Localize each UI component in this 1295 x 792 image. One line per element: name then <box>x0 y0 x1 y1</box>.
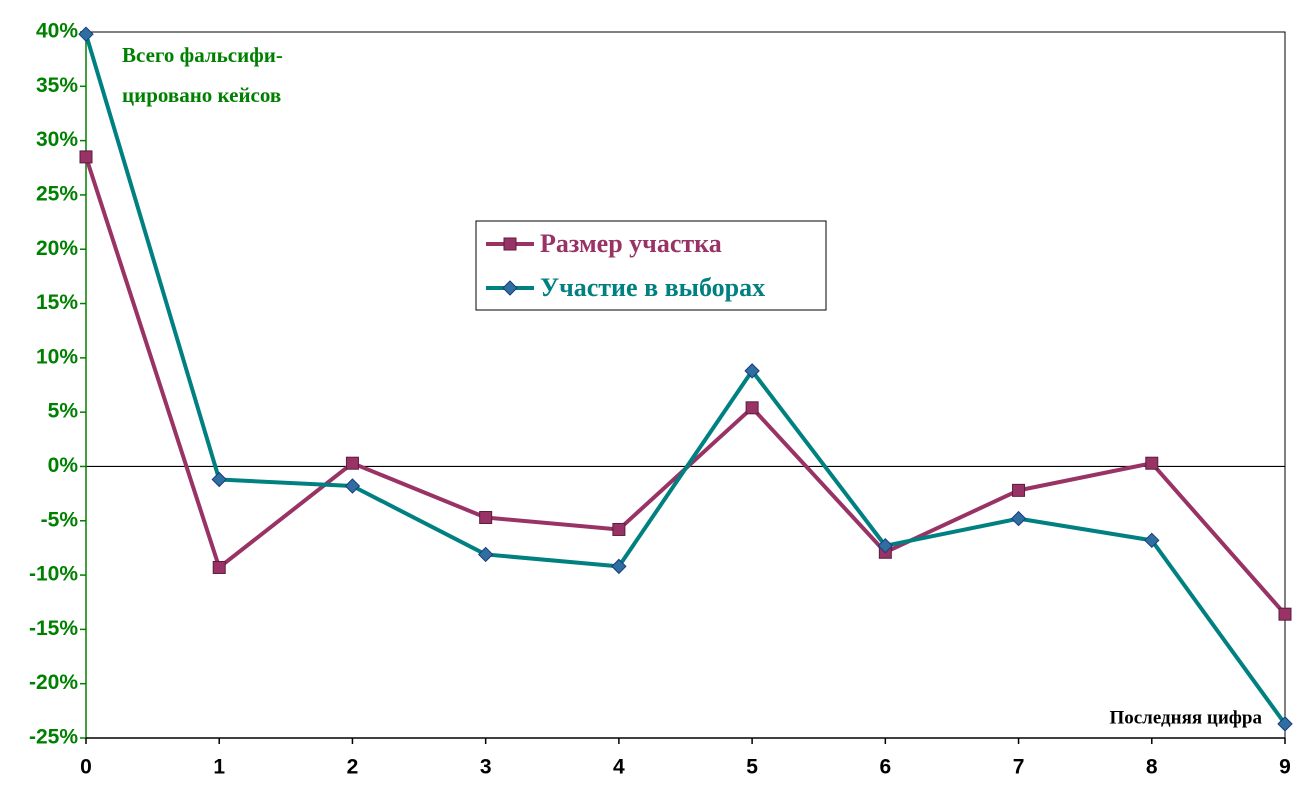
legend-marker <box>502 280 518 296</box>
data-point <box>611 558 627 575</box>
data-point <box>1278 607 1292 621</box>
x-tick-label: 5 <box>746 756 758 779</box>
data-point <box>78 26 94 42</box>
y-tick-label: 20% <box>36 237 78 260</box>
x-axis-label: Последняя цифра <box>1109 707 1262 728</box>
plot-border <box>85 31 1286 739</box>
y-tick-label: -20% <box>29 671 78 694</box>
y-tick-label: -10% <box>29 563 78 586</box>
y-tick-label: 5% <box>48 400 79 423</box>
y-tick-label: -15% <box>29 617 78 640</box>
legend-marker <box>503 237 517 251</box>
y-tick-label: 30% <box>36 128 78 151</box>
annotation: цировано кейсов <box>122 83 281 107</box>
data-point <box>1012 483 1026 497</box>
data-point <box>1277 716 1293 732</box>
y-tick-label: 40% <box>36 20 78 43</box>
x-tick-label: 1 <box>213 756 225 779</box>
y-tick-label: 15% <box>36 291 78 314</box>
x-tick-label: 7 <box>1013 756 1025 779</box>
y-tick-label: -5% <box>41 508 79 531</box>
x-tick-label: 3 <box>480 756 492 779</box>
data-point <box>1144 532 1160 549</box>
series-line <box>84 33 1287 726</box>
x-tick-label: 8 <box>1146 756 1158 779</box>
x-tick-label: 4 <box>613 756 625 779</box>
data-point <box>612 522 626 536</box>
x-tick-label: 0 <box>80 756 92 779</box>
data-point <box>211 471 227 488</box>
legend-label: Участие в выборах <box>540 273 765 302</box>
y-tick-label: -25% <box>29 726 78 749</box>
data-point <box>744 363 760 379</box>
x-tick-label: 6 <box>879 756 891 779</box>
legend-box <box>475 220 827 311</box>
data-point <box>477 546 494 563</box>
annotation: Всего фальсифи- <box>122 43 283 67</box>
x-tick-label: 2 <box>347 756 359 779</box>
data-point <box>79 150 93 164</box>
data-point <box>1010 510 1027 527</box>
data-point <box>345 456 359 470</box>
y-tick-label: 0% <box>48 454 79 477</box>
data-point <box>344 478 361 494</box>
y-tick-label: 35% <box>36 74 78 97</box>
data-point <box>745 401 759 415</box>
legend-label: Размер участка <box>540 229 722 258</box>
y-tick-label: 25% <box>36 182 78 205</box>
data-point <box>479 511 493 525</box>
data-point <box>877 538 894 554</box>
x-tick-label: 9 <box>1279 756 1291 779</box>
y-tick-label: 10% <box>36 345 78 368</box>
data-point <box>1145 456 1159 470</box>
data-point <box>212 560 226 574</box>
